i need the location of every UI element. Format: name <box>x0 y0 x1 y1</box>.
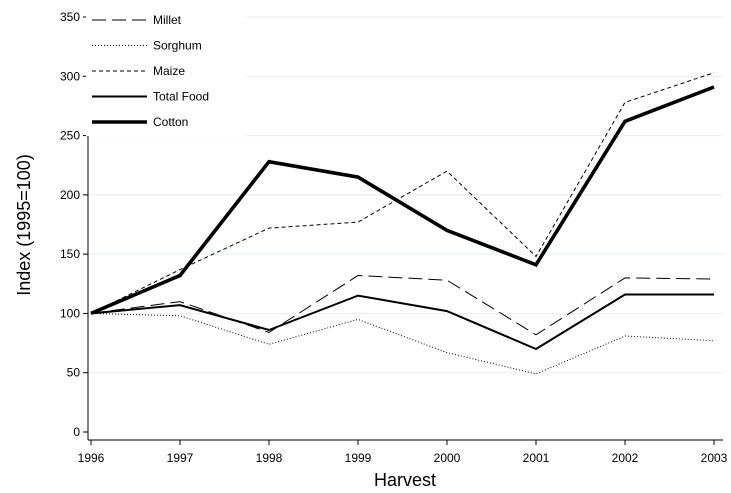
y-tick-label: 200 <box>60 188 80 202</box>
x-tick-label: 1997 <box>167 451 194 465</box>
legend-label: Millet <box>153 13 182 27</box>
x-tick-label: 2001 <box>523 451 550 465</box>
y-tick-label: 150 <box>60 247 80 261</box>
series-line-millet <box>90 274 715 336</box>
y-tick-label: 0 <box>73 425 80 439</box>
x-tick-label: 1999 <box>345 451 372 465</box>
x-axis-title: Harvest <box>374 470 436 490</box>
legend-box <box>86 6 246 136</box>
x-tick-label: 2003 <box>701 451 728 465</box>
y-tick-label: 50 <box>67 366 81 380</box>
y-tick-label: 300 <box>60 69 80 83</box>
x-axis-ticks: 1996 1997 1998 1999 2000 2001 2002 2003 <box>78 440 728 465</box>
legend-label: Total Food <box>153 90 209 104</box>
series-line-total-food <box>90 293 714 351</box>
y-axis-title: Index (1995=100) <box>14 154 34 296</box>
y-tick-label: 350 <box>60 10 80 24</box>
y-tick-label: 100 <box>60 306 80 320</box>
series-lines <box>90 72 715 375</box>
legend: Millet Sorghum Maize Total Food Cotton <box>92 13 209 129</box>
series-line-sorghum <box>90 312 715 375</box>
legend-label: Cotton <box>153 115 188 129</box>
legend-label: Sorghum <box>153 39 202 53</box>
y-axis-ticks: 0 50 100 150 200 250 300 350 <box>60 10 88 439</box>
x-tick-label: 1996 <box>78 451 105 465</box>
legend-label: Maize <box>153 64 185 78</box>
series-line-cotton <box>90 85 715 316</box>
x-tick-label: 2002 <box>612 451 639 465</box>
x-tick-label: 1998 <box>256 451 283 465</box>
x-tick-label: 2000 <box>434 451 461 465</box>
y-tick-label: 250 <box>60 129 80 143</box>
series-line-maize <box>90 72 715 314</box>
